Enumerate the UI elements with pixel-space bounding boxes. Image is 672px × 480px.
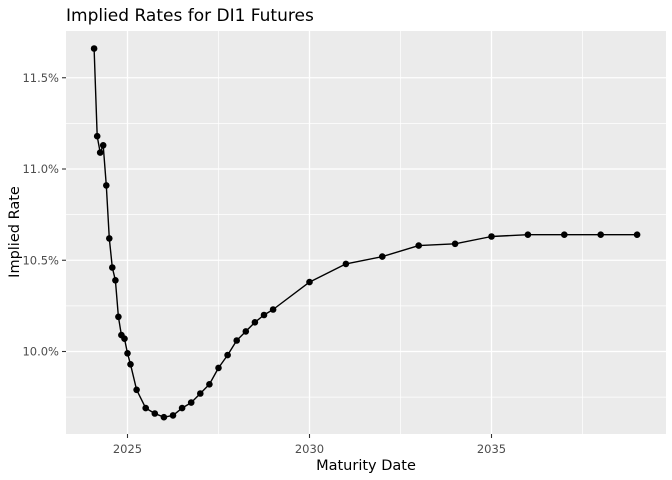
data-point <box>99 142 107 149</box>
data-point <box>269 306 277 313</box>
data-point <box>597 231 604 238</box>
data-point <box>206 381 213 388</box>
x-axis-title: Maturity Date <box>316 458 416 474</box>
x-tick-labels: 2025 2030 2035 <box>113 442 506 456</box>
data-point <box>133 386 140 394</box>
x-tick-label: 2030 <box>295 442 324 456</box>
data-point <box>103 182 110 189</box>
data-point <box>561 231 568 238</box>
data-point <box>251 319 259 326</box>
data-point <box>90 45 98 52</box>
data-point <box>93 132 101 140</box>
data-point <box>242 328 250 335</box>
y-tick-label: 10.0% <box>22 345 59 359</box>
data-point <box>187 399 195 406</box>
data-point <box>215 364 222 372</box>
data-point <box>633 231 641 238</box>
data-point <box>224 351 231 359</box>
data-point <box>109 264 116 271</box>
data-point <box>524 231 532 238</box>
data-point <box>121 335 128 343</box>
data-point <box>260 311 268 319</box>
plot-layer <box>62 31 666 438</box>
data-point <box>96 149 104 156</box>
data-point <box>178 404 186 412</box>
chart-title: Implied Rates for DI1 Futures <box>66 6 314 26</box>
data-point <box>115 313 122 321</box>
y-tick-label: 11.5% <box>22 71 59 85</box>
x-tick-label: 2025 <box>113 442 142 456</box>
y-tick-labels: 10.0% 10.5% 11.0% 11.5% <box>22 71 59 359</box>
data-point <box>306 278 313 286</box>
data-point <box>233 337 240 344</box>
data-point <box>127 361 134 368</box>
plot-panel-background <box>66 31 666 434</box>
data-point <box>169 412 177 419</box>
data-point <box>124 350 131 357</box>
data-point <box>197 390 204 397</box>
data-point <box>379 253 386 260</box>
data-point <box>112 277 119 284</box>
y-axis-title: Implied Rate <box>7 186 23 278</box>
data-point <box>106 235 113 242</box>
x-tick-label: 2035 <box>477 442 506 456</box>
data-point <box>488 233 495 240</box>
data-point <box>160 413 168 421</box>
data-point <box>151 410 159 417</box>
data-point <box>451 240 459 248</box>
y-tick-label: 10.5% <box>22 253 59 267</box>
data-point <box>142 404 149 412</box>
data-point <box>415 242 423 249</box>
data-point <box>342 260 350 268</box>
y-tick-label: 11.0% <box>22 162 59 176</box>
